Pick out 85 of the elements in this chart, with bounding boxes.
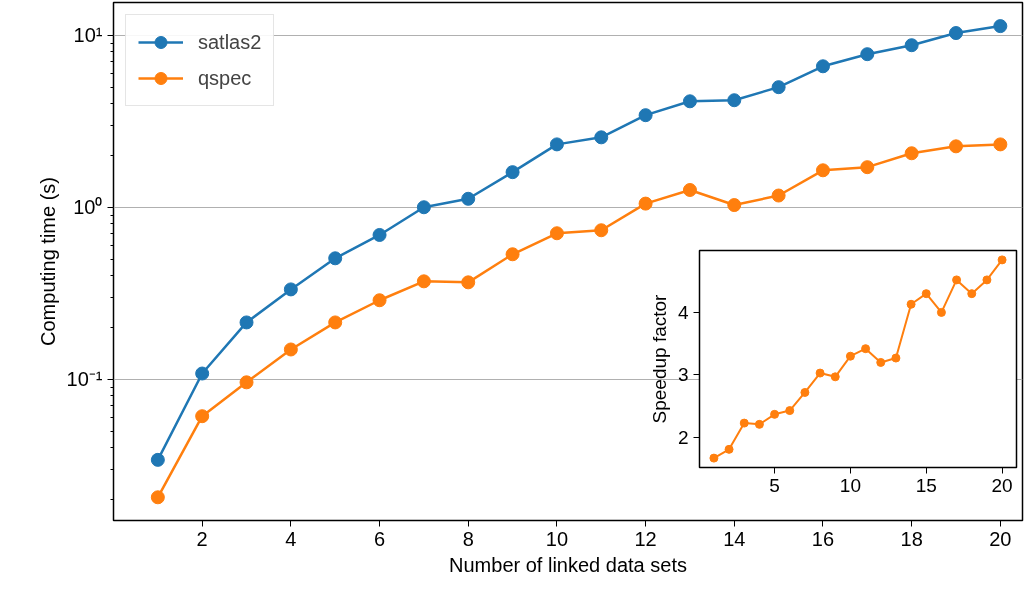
x-tick-label: 14 bbox=[723, 527, 746, 550]
point bbox=[709, 453, 719, 463]
point bbox=[372, 293, 387, 308]
point bbox=[549, 137, 564, 152]
point bbox=[195, 409, 210, 424]
point bbox=[638, 108, 653, 123]
point bbox=[283, 282, 298, 297]
x-tick-label: 20 bbox=[991, 474, 1013, 496]
y-tick-label: 3 bbox=[677, 364, 689, 386]
point bbox=[372, 227, 387, 242]
point bbox=[771, 188, 786, 203]
y-tick-label: 4 bbox=[677, 301, 689, 323]
point bbox=[505, 247, 520, 262]
point bbox=[993, 137, 1008, 152]
point bbox=[416, 274, 431, 289]
point bbox=[904, 146, 919, 161]
x-tick-label: 10 bbox=[839, 474, 861, 496]
point bbox=[682, 94, 697, 109]
point bbox=[845, 351, 855, 361]
point bbox=[461, 191, 476, 206]
point bbox=[594, 130, 609, 145]
point bbox=[982, 275, 992, 285]
y-axis-title: Computing time (s) bbox=[36, 177, 59, 346]
point bbox=[993, 19, 1008, 34]
x-tick-label: 2 bbox=[196, 527, 208, 550]
point bbox=[724, 444, 734, 454]
point bbox=[904, 38, 919, 53]
point bbox=[195, 366, 210, 381]
point bbox=[800, 387, 810, 397]
point bbox=[906, 299, 916, 309]
point bbox=[239, 315, 254, 330]
point bbox=[815, 163, 830, 178]
point bbox=[739, 418, 749, 428]
point bbox=[150, 452, 165, 467]
point bbox=[861, 344, 871, 354]
point bbox=[461, 275, 476, 290]
point bbox=[283, 342, 298, 357]
legend-label: qspec bbox=[198, 66, 252, 90]
point bbox=[754, 419, 764, 429]
x-tick-label: 15 bbox=[915, 474, 937, 496]
point bbox=[549, 226, 564, 241]
x-tick-label: 20 bbox=[989, 527, 1012, 550]
x-tick-label: 12 bbox=[634, 527, 657, 550]
point bbox=[948, 139, 963, 154]
point bbox=[948, 26, 963, 41]
point bbox=[594, 223, 609, 238]
point bbox=[876, 357, 886, 367]
point bbox=[815, 368, 825, 378]
point bbox=[785, 406, 795, 416]
x-axis-title: Number of linked data sets bbox=[449, 553, 687, 576]
y-tick-label: 10⁰ bbox=[73, 196, 103, 219]
point bbox=[936, 307, 946, 317]
point bbox=[416, 200, 431, 215]
point bbox=[921, 289, 931, 299]
point bbox=[860, 47, 875, 62]
x-tick-label: 4 bbox=[285, 527, 297, 550]
point bbox=[815, 59, 830, 74]
point bbox=[860, 160, 875, 175]
y-tick-label: 10⁻¹ bbox=[66, 368, 103, 391]
point bbox=[997, 255, 1007, 265]
point bbox=[967, 289, 977, 299]
legend-label: satlas2 bbox=[198, 30, 262, 54]
x-tick-label: 8 bbox=[462, 527, 474, 550]
point bbox=[891, 353, 901, 363]
point bbox=[638, 196, 653, 211]
y-tick-label: 2 bbox=[677, 426, 689, 448]
point bbox=[328, 315, 343, 330]
point bbox=[328, 251, 343, 266]
x-tick-label: 10 bbox=[545, 527, 569, 550]
point bbox=[239, 375, 254, 390]
point bbox=[771, 80, 786, 95]
point bbox=[727, 198, 742, 213]
point bbox=[682, 183, 697, 197]
x-tick-label: 18 bbox=[900, 527, 923, 550]
y-axis-title: Speedup factor bbox=[648, 293, 670, 424]
point bbox=[952, 275, 962, 285]
point bbox=[830, 372, 840, 382]
x-tick-label: 16 bbox=[811, 527, 835, 550]
point bbox=[727, 93, 742, 108]
y-tick-label: 10¹ bbox=[73, 24, 103, 47]
x-tick-label: 6 bbox=[373, 527, 386, 550]
x-tick-label: 5 bbox=[769, 474, 780, 496]
point bbox=[505, 165, 520, 180]
point bbox=[150, 490, 165, 505]
point bbox=[770, 409, 780, 419]
